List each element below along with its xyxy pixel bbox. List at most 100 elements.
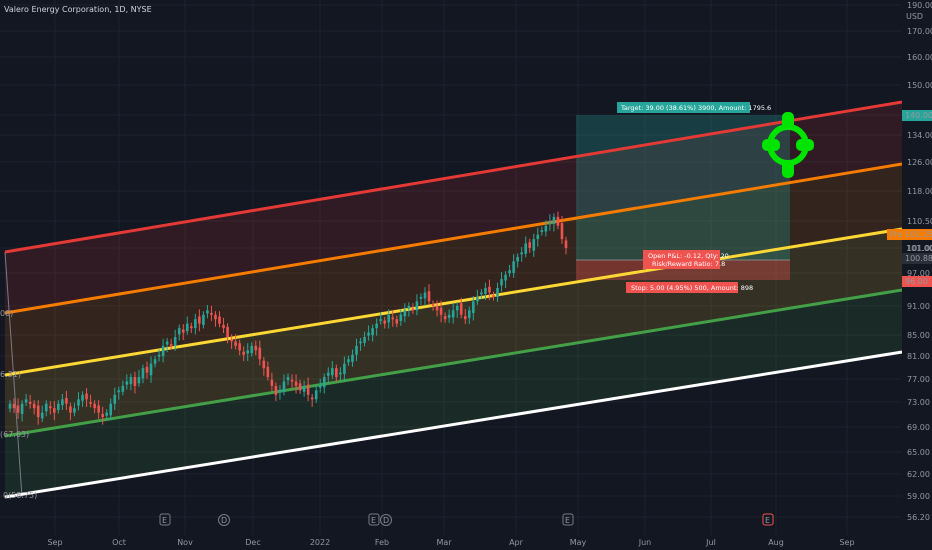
event-marker-dividend[interactable]: D [383,516,389,525]
candle-body [375,323,378,329]
stop-label-bg [626,282,738,293]
candle-body [548,221,552,225]
candle-body [363,337,366,343]
time-tick-label: May [570,538,587,547]
candle-body [61,399,64,406]
time-tick-label: Dec [245,538,260,547]
candle-body [194,319,197,329]
channel-lines[interactable] [4,100,903,499]
candle-body [73,408,76,413]
event-markers[interactable]: E D E D E E [159,513,774,526]
price-axis[interactable] [902,0,932,550]
candle-body [246,350,250,354]
candle-body [351,354,354,362]
target-price-tag [902,110,932,121]
price-tick-label: 118.00 [907,187,932,196]
price-tick-label: 77.00 [907,375,930,384]
candle-body [339,372,342,375]
event-marker-dividend[interactable]: D [221,516,227,525]
candle-body [12,403,16,409]
candle-body [540,230,544,232]
event-marker-earnings[interactable]: E [162,516,167,525]
grid-lines [0,0,902,535]
candle-body [254,345,258,351]
candle-body [520,252,523,255]
candle-body [302,385,306,392]
candle-body [431,304,435,306]
candle-body [250,345,254,354]
candle-body [230,339,233,342]
channel-band [5,164,902,375]
candle-body [379,319,382,321]
crosshair-target-icon[interactable] [762,112,814,178]
time-tick-label: Nov [177,538,193,547]
price-tick-label: 150.00 [907,81,932,90]
stop-label: Stop: 5.00 (4.95%) 500, Amount: 898 [631,284,753,292]
price-tick-label: 190.00 [907,1,932,10]
candle-body [524,243,528,254]
candle-body [161,345,165,357]
price-axis-ticks: 190.00 170.00 160.00 150.00 140.00 134.00 126.… [907,1,932,522]
time-tick-label: Sep [47,538,62,547]
stop-zone[interactable] [576,260,790,280]
candle-body [198,316,201,324]
candle-body [28,401,32,404]
candle-body [274,385,278,395]
candle-body [149,363,153,376]
candle-body [484,288,487,294]
candle-body [282,381,286,392]
target-price-text: 140.00 [905,111,932,120]
price-tick-label: 85.00 [907,331,930,340]
candle-body [331,368,334,376]
candle-body [447,314,451,318]
candle-body [290,379,294,382]
time-tick-label: Aug [768,538,784,547]
event-marker-earnings-upcoming[interactable]: E [765,516,770,525]
price-tick-label: 134.00 [907,131,932,140]
candle-body [190,326,193,329]
time-axis-ticks: Sep Oct Nov Dec 2022 Feb Mar Apr May Jun Jul Aug Sep [47,538,854,547]
candle-body [125,381,129,385]
candle-body [105,412,108,416]
price-tick-label: 91.00 [907,302,930,311]
premarket-prefix: Pre [890,230,903,239]
candle-body [496,288,499,297]
candle-body [294,381,298,386]
candle-body [65,397,68,404]
candle-body [399,314,403,321]
candle-body [206,310,209,314]
event-marker-earnings[interactable]: E [565,516,570,525]
candle-body [480,292,483,295]
candle-body [81,394,84,401]
candle-body [459,303,463,315]
candle-body [476,296,479,302]
time-tick-label: Oct [112,538,126,547]
candle-body [322,377,326,388]
candle-body [500,279,503,286]
channel-fills [5,102,902,497]
candle-body [387,314,391,323]
candle-body [8,403,12,409]
candle-body [48,406,52,409]
candle-body [141,368,145,379]
candle-body [560,223,564,240]
candle-body [532,239,536,251]
channel-label-yellow: 6.31) [0,370,21,379]
candle-body [488,286,491,293]
time-tick-label: Feb [375,538,389,547]
candle-body [516,256,519,262]
event-marker-earnings[interactable]: E [371,516,376,525]
channel-line-white [4,350,903,499]
last-price-text: 100.88 [905,254,932,263]
candle-body [391,317,395,320]
candle-body [367,332,370,336]
candle-body [93,403,96,409]
candle-body [258,347,262,360]
candle-body [20,403,24,414]
candle-body [40,412,44,419]
candle-body [355,345,358,355]
candle-body [16,405,20,413]
candle-body [318,385,322,388]
candle-body [310,397,314,400]
